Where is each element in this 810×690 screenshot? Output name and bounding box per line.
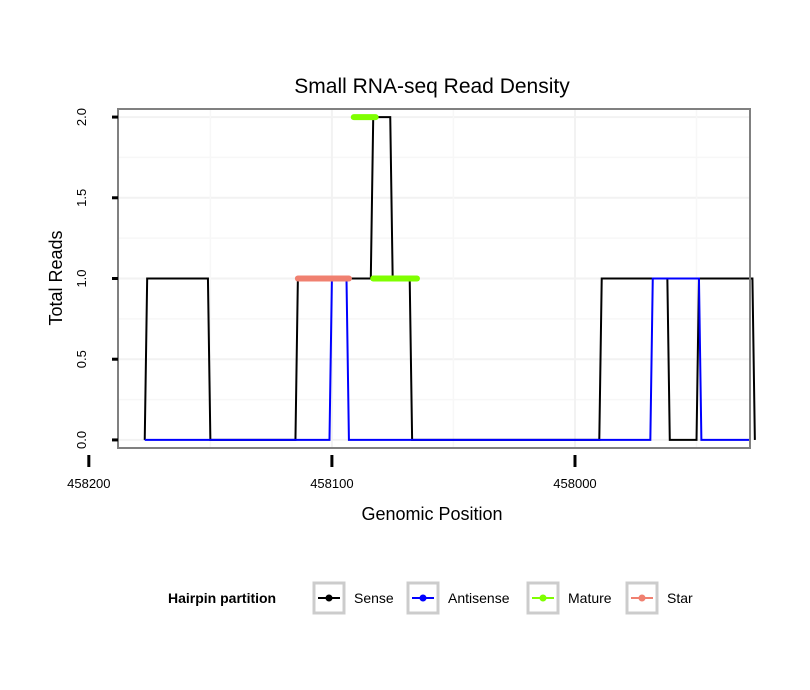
legend-point-antisense bbox=[419, 594, 427, 602]
legend-point-star bbox=[638, 594, 646, 602]
legend-key-antisense bbox=[406, 581, 440, 615]
legend-label-sense: Sense bbox=[354, 590, 394, 606]
y-tick-label: 2.0 bbox=[74, 108, 89, 126]
x-tick-label: 458000 bbox=[553, 476, 596, 491]
legend: Hairpin partition Sense Antisense Mature St… bbox=[168, 581, 693, 615]
legend-point-mature bbox=[539, 594, 547, 602]
y-tick-label: 0.0 bbox=[74, 431, 89, 449]
series-antisense-line bbox=[144, 277, 750, 441]
legend-title: Hairpin partition bbox=[168, 590, 276, 606]
plot-series bbox=[143, 114, 756, 441]
y-tick-label: 1.5 bbox=[74, 189, 89, 207]
legend-label-star: Star bbox=[667, 590, 693, 606]
legend-point-sense bbox=[325, 594, 333, 602]
y-axis-label: Total Reads bbox=[46, 230, 66, 325]
y-tick-label: 1.0 bbox=[74, 269, 89, 287]
x-tick-label: 458200 bbox=[67, 476, 110, 491]
y-axis: 0.0 0.5 1.0 1.5 2.0 bbox=[74, 108, 118, 449]
x-axis-label: Genomic Position bbox=[361, 504, 502, 524]
x-axis: 458200 458100 458000 bbox=[67, 455, 597, 491]
y-tick-label: 0.5 bbox=[74, 350, 89, 368]
legend-label-mature: Mature bbox=[568, 590, 612, 606]
legend-label-antisense: Antisense bbox=[448, 590, 510, 606]
x-tick-label: 458100 bbox=[310, 476, 353, 491]
chart-title: Small RNA-seq Read Density bbox=[294, 75, 570, 98]
